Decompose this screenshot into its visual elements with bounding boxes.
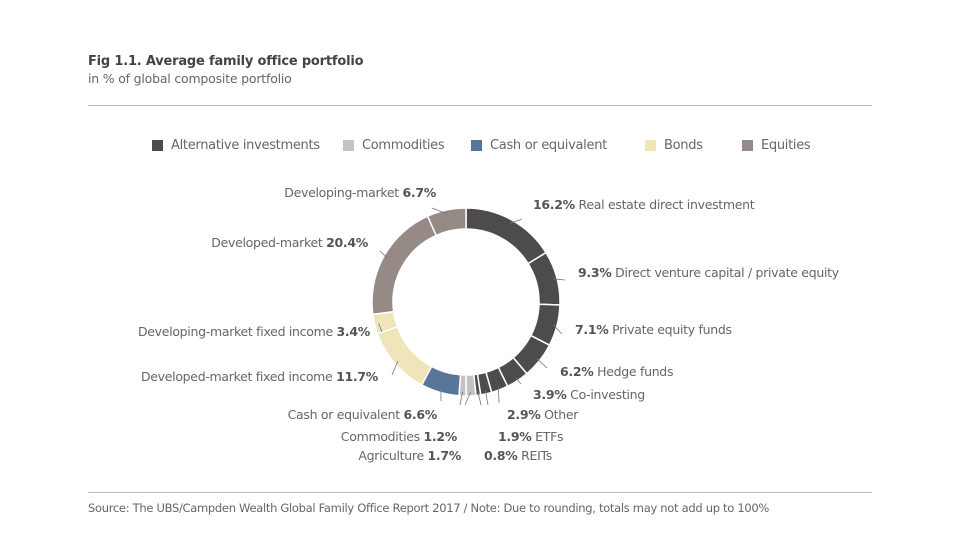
top-divider bbox=[88, 105, 872, 106]
bottom-divider bbox=[88, 492, 872, 493]
slice-label: Developed-market 20.4% bbox=[211, 235, 368, 250]
slice-label: Developing-market 6.7% bbox=[284, 185, 436, 200]
legend-item-alternative-investments: Alternative investments bbox=[152, 138, 343, 153]
slice-label: 6.2% Hedge funds bbox=[560, 364, 673, 379]
legend-label: Commodities bbox=[362, 138, 445, 153]
donut-slice-developing-market bbox=[426, 207, 467, 237]
donut-slice-agriculture bbox=[465, 373, 477, 397]
legend-item-bonds: Bonds bbox=[645, 138, 742, 153]
leader-line bbox=[509, 218, 523, 224]
leader-line bbox=[431, 207, 448, 215]
leader-line bbox=[515, 376, 522, 385]
legend: Alternative investments Commodities Cash… bbox=[152, 138, 811, 153]
slice-label: Developed-market fixed income 11.7% bbox=[141, 369, 379, 384]
slice-label: 16.2% Real estate direct investment bbox=[533, 197, 755, 212]
leader-line bbox=[484, 389, 489, 406]
leader-line bbox=[391, 360, 399, 376]
leader-line bbox=[536, 357, 548, 369]
slice-label: Developing-market fixed income 3.4% bbox=[138, 324, 371, 339]
legend-item-equities: Equities bbox=[742, 138, 811, 153]
leader-line bbox=[552, 278, 566, 281]
slice-label: 3.9% Co-investing bbox=[533, 387, 645, 402]
leader-lines bbox=[378, 207, 566, 406]
legend-swatch bbox=[742, 140, 753, 151]
legend-item-cash-or-equivalent: Cash or equivalent bbox=[471, 138, 645, 153]
legend-item-commodities: Commodities bbox=[343, 138, 471, 153]
legend-label: Equities bbox=[761, 138, 811, 153]
source-note: Source: The UBS/Campden Wealth Global Fa… bbox=[88, 501, 770, 515]
slice-label: Cash or equivalent 6.6% bbox=[288, 407, 438, 422]
slice-label: 2.9% Other bbox=[507, 407, 579, 422]
leader-line bbox=[464, 391, 472, 406]
donut-slice-developed-market-fixed-income bbox=[376, 325, 433, 386]
leader-line bbox=[477, 391, 482, 406]
leader-line bbox=[552, 324, 563, 335]
chart-subtitle: in % of global composite portfolio bbox=[88, 71, 292, 86]
slice-labels: 16.2% Real estate direct investment 9.3% … bbox=[138, 185, 840, 463]
legend-label: Bonds bbox=[664, 138, 703, 153]
legend-swatch bbox=[152, 140, 163, 151]
slice-label: Commodities 1.2% bbox=[341, 429, 458, 444]
leader-line bbox=[497, 385, 500, 404]
legend-swatch bbox=[645, 140, 656, 151]
legend-swatch bbox=[343, 140, 354, 151]
chart-title: Fig 1.1. Average family office portfolio bbox=[88, 54, 364, 69]
legend-swatch bbox=[471, 140, 482, 151]
slice-label: 0.8% REITs bbox=[484, 448, 552, 463]
leader-line bbox=[379, 250, 388, 259]
slice-label: 9.3% Direct venture capital / private eq… bbox=[578, 265, 840, 280]
legend-label: Alternative investments bbox=[171, 138, 320, 153]
slice-label: 7.1% Private equity funds bbox=[575, 322, 732, 337]
slice-label: Agriculture 1.7% bbox=[358, 448, 461, 463]
donut-slice-developed-market bbox=[371, 215, 438, 316]
slice-label: 1.9% ETFs bbox=[498, 429, 563, 444]
leader-line bbox=[459, 391, 464, 406]
donut-slice-real-estate-direct-investment bbox=[465, 207, 548, 265]
leader-line bbox=[378, 323, 383, 333]
donut-slices bbox=[371, 207, 561, 397]
legend-label: Cash or equivalent bbox=[490, 138, 607, 153]
